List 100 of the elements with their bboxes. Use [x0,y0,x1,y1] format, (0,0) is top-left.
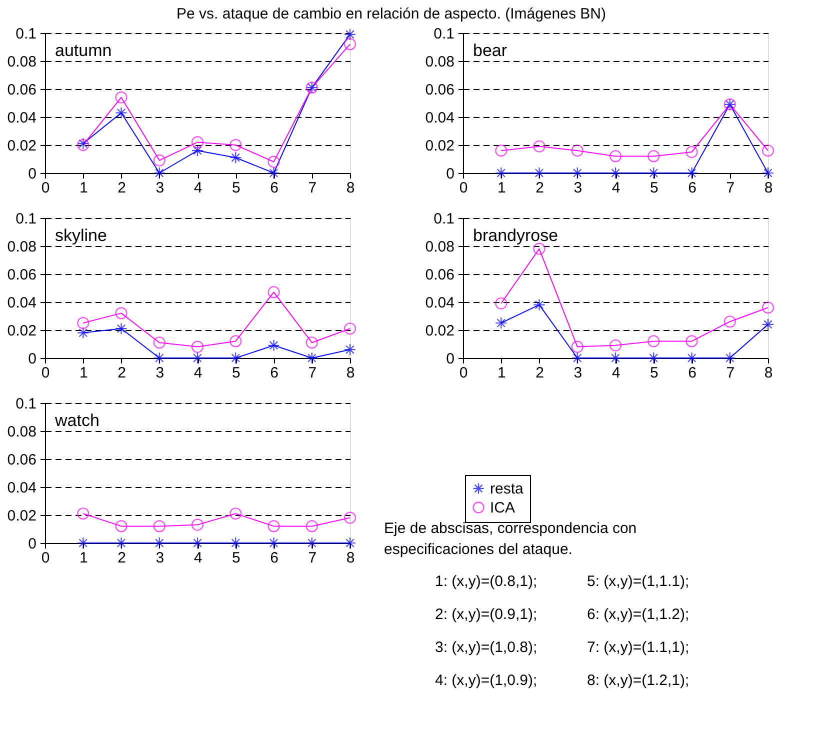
point [153,520,166,532]
point [77,508,90,520]
x-tick-label: 1 [79,364,88,382]
point [191,144,204,157]
annotation: brandyrose [473,226,558,245]
point [571,340,584,353]
point [762,318,774,330]
point [115,322,128,335]
text: 1: (x,y)=(0.8,1); [435,573,538,590]
x-tick-label: 1 [79,180,88,196]
y-tick-label: 0 [446,350,454,368]
x-tick-label: 5 [232,550,240,566]
point [230,138,242,152]
x-tick-label: 1 [497,364,506,382]
point [115,91,128,104]
text: 2: (x,y)=(0.9,1); [435,606,538,623]
y-tick-label: 0.1 [16,210,36,228]
x-tick-label: 6 [688,180,696,196]
x-tick-label: 6 [270,364,278,382]
point [686,146,698,158]
x-tick-label: 0 [459,364,468,382]
x-tick-label: 2 [118,180,126,196]
y-tick-label: 0.1 [434,210,454,228]
point [648,335,660,348]
point [609,150,622,162]
x-tick-label: 0 [41,550,50,566]
y-tick-label: 0.02 [425,138,454,154]
y-tick-label: 0.08 [7,424,36,440]
y-tick-label: 0.1 [16,26,36,42]
point [115,307,128,320]
point [268,166,280,180]
x-tick-label: 0 [41,180,50,196]
x-tick-label: 1 [497,180,506,196]
x-tick-label: 5 [650,180,658,196]
point [762,302,774,314]
y-tick-label: 0.06 [7,266,36,284]
point [724,316,736,328]
annotation: autumn [55,41,112,60]
x-tick-label: 1 [79,550,88,566]
point [153,336,166,349]
y-tick-label: 0.1 [16,396,36,412]
point [268,156,280,168]
x-tick-label: 4 [612,180,620,196]
x-tick-label: 8 [346,550,355,566]
point [153,154,166,166]
x-tick-label: 5 [232,180,240,196]
point [268,520,280,532]
x-tick-label: 6 [270,550,278,566]
y-tick-label: 0.06 [7,82,36,98]
point [344,322,356,335]
y-tick-label: 0.1 [434,26,454,42]
y-tick-label: 0.02 [7,508,36,524]
y-tick-label: 0.06 [425,266,454,284]
point [77,316,90,330]
point [115,520,128,532]
legend-label: ICA [490,500,516,516]
y-tick-label: 0 [28,166,36,182]
y-tick-label: 0.04 [425,110,454,126]
y-tick-label: 0 [28,350,36,368]
point [495,144,508,157]
y-tick-label: 0.02 [7,322,36,340]
point [762,166,774,180]
text: Eje de abscisas, correspondencia con especificaciones del ataque. [384,520,637,558]
x-tick-label: 6 [270,180,278,196]
x-tick-label: 0 [459,180,468,196]
x-tick-label: 7 [726,180,735,196]
point [686,335,698,348]
annotation: skyline [55,226,107,245]
y-tick-label: 0 [446,166,454,182]
x-tick-label: 2 [536,180,544,196]
point [344,512,356,524]
y-tick-label: 0.08 [7,238,36,256]
x-tick-label: 3 [156,364,164,382]
x-tick-label: 7 [308,364,317,382]
y-tick-label: 0.04 [7,110,36,126]
point [495,316,508,330]
y-tick-label: 0.04 [425,294,454,312]
y-tick-label: 0 [28,536,36,552]
y-tick-label: 0.08 [425,238,454,256]
y-tick-label: 0.08 [7,54,36,70]
x-tick-label: 5 [650,364,658,382]
y-tick-label: 0.08 [425,54,454,70]
x-tick-label: 8 [764,180,773,196]
x-tick-label: 3 [156,180,164,196]
point [533,140,546,152]
x-tick-label: 7 [308,180,317,196]
text: 6: (x,y)=(1,1.2); [587,606,690,623]
point [571,144,584,157]
point [609,339,622,352]
point [306,520,318,532]
y-tick-label: 0.02 [425,322,454,340]
point [306,352,318,364]
point [191,136,204,148]
x-tick-label: 8 [764,364,773,382]
point [230,508,242,520]
x-tick-label: 5 [232,364,240,382]
x-tick-label: 2 [536,364,544,382]
point [495,297,508,310]
legend-label: resta [490,480,524,498]
text: 4: (x,y)=(1,0.9); [435,672,538,689]
